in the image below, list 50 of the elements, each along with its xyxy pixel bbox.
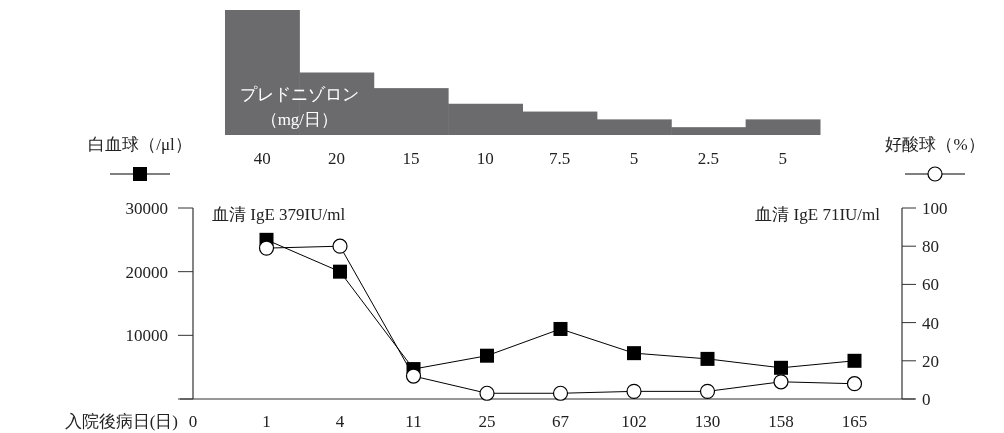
- point: [405, 368, 422, 384]
- data-label: 5: [778, 149, 788, 168]
- point: [258, 240, 275, 256]
- point: [846, 376, 863, 392]
- y2-tick-label: 0: [922, 390, 931, 409]
- point: [552, 385, 569, 401]
- y-tick-label: 10000: [125, 326, 168, 346]
- y-axis-title: 白血球（/μl）: [88, 135, 192, 154]
- x-tick-label: 4: [335, 412, 345, 431]
- text: （mg/日）: [260, 110, 339, 129]
- x-tick-label: 165: [841, 412, 868, 431]
- x-tick-label: 67: [552, 412, 570, 431]
- y2-tick-label: 20: [922, 351, 939, 371]
- point: [333, 264, 347, 279]
- point: [626, 383, 642, 399]
- x-tick-label: 1: [262, 412, 271, 431]
- point: [553, 321, 568, 336]
- x-tick-label: 25: [478, 412, 496, 431]
- x-axis-title: 入院後病日(日): [64, 412, 178, 431]
- data-label: 15: [402, 149, 420, 168]
- data-label: 2.5: [697, 149, 720, 168]
- y2-tick-label: 60: [922, 275, 939, 295]
- x-tick-label: 11: [405, 412, 422, 431]
- data-label: 10: [476, 149, 494, 168]
- y2-tick-label: 40: [922, 313, 939, 333]
- y2-tick-label: 80: [922, 237, 939, 257]
- data-label: 20: [328, 149, 346, 168]
- y-tick-label: 20000: [125, 262, 168, 282]
- y2-axis-title: 好酸球（%）: [885, 135, 985, 154]
- y-tick-label: 30000: [125, 199, 168, 218]
- point: [774, 360, 788, 375]
- point: [847, 353, 862, 368]
- point: [480, 348, 494, 363]
- data-label: 5: [629, 149, 639, 168]
- point: [700, 351, 715, 366]
- data-label: 7.5: [549, 149, 571, 168]
- x-tick-label: 102: [621, 412, 647, 431]
- data-label: 40: [253, 149, 271, 168]
- point: [699, 383, 716, 399]
- annotation: 血清 IgE 379IU/ml: [212, 205, 346, 224]
- x-tick-label: 130: [694, 412, 721, 431]
- point: [332, 238, 348, 254]
- text: プレドニゾロン: [239, 85, 359, 104]
- x-tick-label: 158: [768, 412, 794, 431]
- y2-tick-label: 100: [922, 199, 948, 218]
- point: [479, 385, 495, 401]
- x-tick-label: 0: [188, 412, 198, 431]
- point: [627, 346, 641, 361]
- annotation: 血清 IgE 71IU/ml: [755, 205, 881, 224]
- point: [773, 374, 789, 390]
